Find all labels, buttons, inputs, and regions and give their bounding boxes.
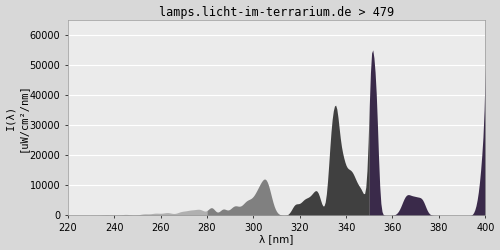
Y-axis label: I(λ)
[uW/cm²/nm]: I(λ) [uW/cm²/nm] — [6, 83, 28, 152]
Title: lamps.licht-im-terrarium.de > 479: lamps.licht-im-terrarium.de > 479 — [159, 6, 394, 18]
X-axis label: λ [nm]: λ [nm] — [260, 234, 294, 244]
